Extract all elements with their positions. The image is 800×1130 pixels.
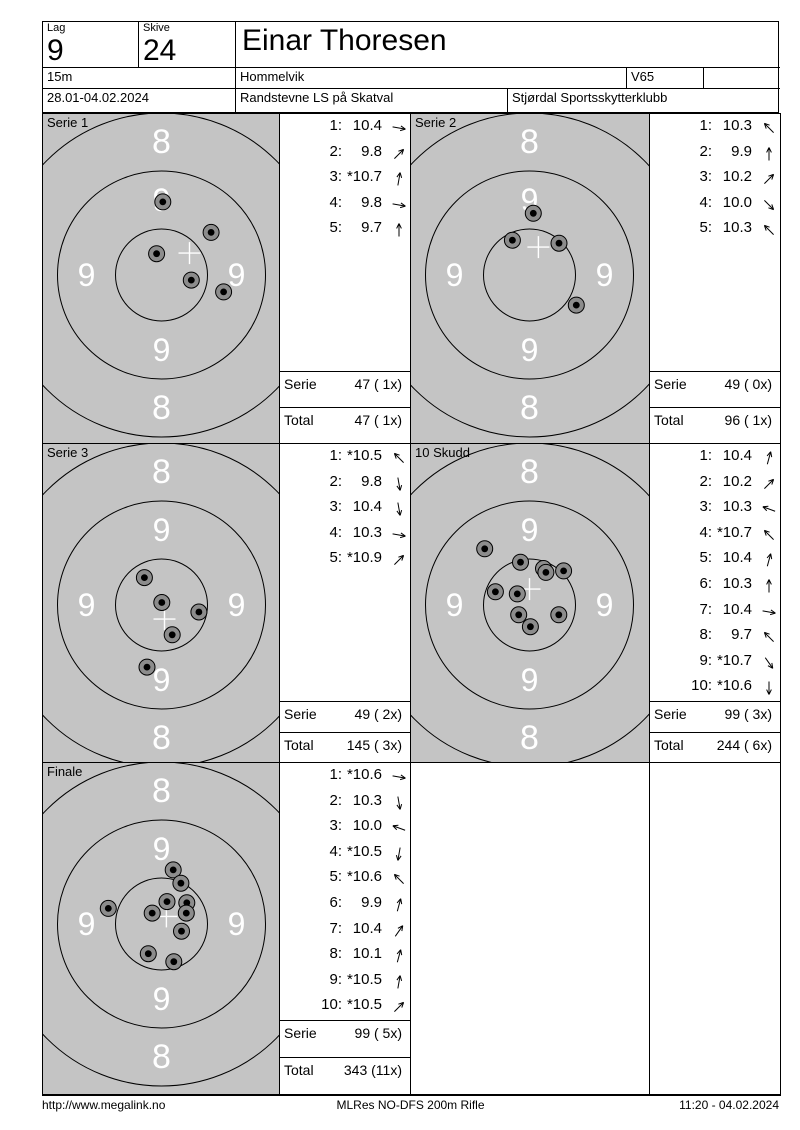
svg-text:9: 9 bbox=[153, 831, 171, 867]
svg-text:9: 9 bbox=[78, 906, 96, 942]
svg-text:8: 8 bbox=[520, 389, 539, 427]
svg-text:8: 8 bbox=[520, 123, 539, 161]
svg-text:9: 9 bbox=[521, 332, 539, 368]
svg-text:9: 9 bbox=[446, 587, 464, 623]
svg-text:8: 8 bbox=[152, 772, 171, 810]
svg-text:9: 9 bbox=[446, 257, 464, 293]
svg-text:9: 9 bbox=[78, 587, 96, 623]
svg-text:8: 8 bbox=[520, 719, 539, 757]
svg-text:9: 9 bbox=[521, 512, 539, 548]
svg-text:9: 9 bbox=[521, 662, 539, 698]
svg-text:9: 9 bbox=[228, 906, 246, 942]
svg-text:9: 9 bbox=[78, 257, 96, 293]
svg-text:9: 9 bbox=[228, 587, 246, 623]
svg-text:9: 9 bbox=[596, 257, 614, 293]
svg-text:9: 9 bbox=[153, 981, 171, 1017]
svg-text:8: 8 bbox=[152, 123, 171, 161]
svg-text:8: 8 bbox=[152, 719, 171, 757]
svg-text:9: 9 bbox=[596, 587, 614, 623]
svg-text:8: 8 bbox=[152, 389, 171, 427]
svg-text:9: 9 bbox=[153, 512, 171, 548]
svg-text:8: 8 bbox=[520, 453, 539, 491]
svg-text:9: 9 bbox=[153, 332, 171, 368]
svg-text:8: 8 bbox=[152, 453, 171, 491]
svg-text:8: 8 bbox=[152, 1038, 171, 1076]
